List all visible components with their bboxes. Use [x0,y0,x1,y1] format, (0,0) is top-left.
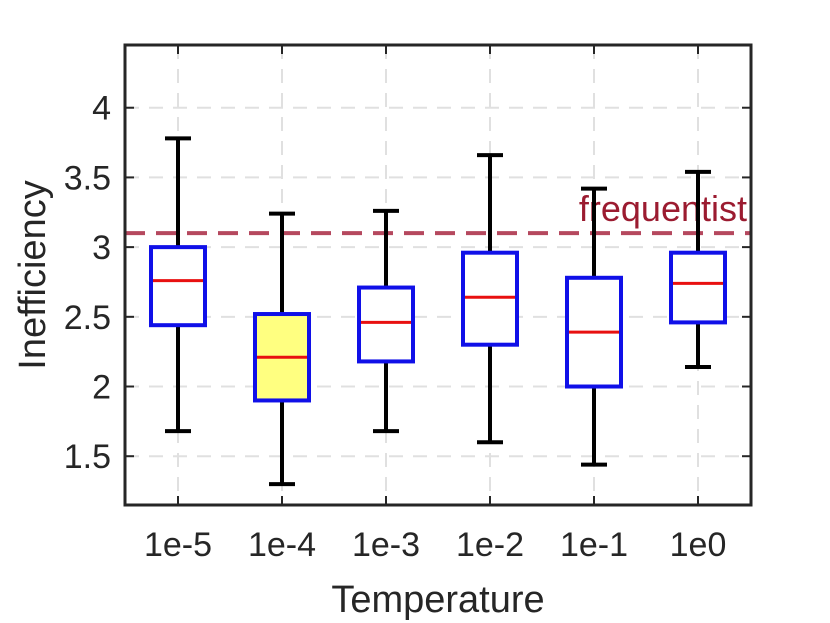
reference-line-label: frequentist [579,188,747,229]
x-tick-label: 1e0 [670,526,727,564]
box-1e-2 [461,153,519,445]
box-iqr [669,250,727,325]
x-tick-label: 1e-1 [560,526,628,564]
box-1e-3 [357,208,415,434]
y-tick-label: 2.5 [64,299,111,337]
box-1e-4 [253,211,311,487]
y-axis-label: Inefficiency [12,180,54,369]
y-tick-label: 4 [92,90,111,128]
box-1e-5 [149,136,207,434]
y-tick-label: 3 [92,229,111,267]
box-iqr [357,285,415,364]
ticks-group: 1.5 2 2.5 3 3.5 4 1e-5 1e-4 1e-3 1e-2 1e-1 1e0 [64,45,751,564]
reference-line-group: frequentist [125,188,751,236]
axes-frame [123,43,753,507]
y-tick-label: 2 [92,369,111,407]
box-iqr [149,245,207,328]
grid-lines [125,45,751,505]
box-1e-1 [565,186,623,467]
x-tick-label: 1e-5 [144,526,212,564]
box-1e0 [669,169,727,369]
x-axis-label: Temperature [331,579,544,621]
x-tick-label: 1e-3 [352,526,420,564]
x-tick-label: 1e-4 [248,526,316,564]
y-tick-label: 1.5 [64,438,111,476]
x-tick-label: 1e-2 [456,526,524,564]
y-tick-label: 3.5 [64,159,111,197]
boxes-group [149,136,727,487]
